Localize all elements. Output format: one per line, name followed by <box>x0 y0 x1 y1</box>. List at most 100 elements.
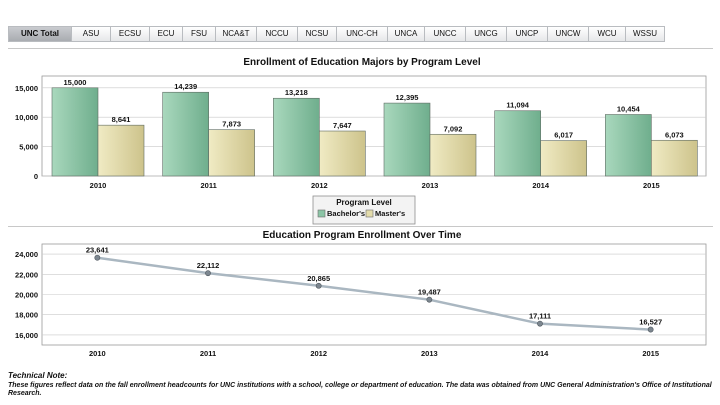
data-label-masters: 8,641 <box>112 115 131 124</box>
tab-unc-ch[interactable]: UNC-CH <box>336 26 388 42</box>
tab-label: NCA&T <box>222 29 250 38</box>
bar-y-tick-label: 10,000 <box>15 113 38 122</box>
bar-bachelors-2011 <box>162 91 209 177</box>
tab-label: UNCW <box>555 29 581 38</box>
tab-uncw[interactable]: UNCW <box>547 26 589 42</box>
data-label-masters: 7,873 <box>222 120 241 129</box>
tab-unc-total[interactable]: UNC Total <box>8 26 72 42</box>
line-y-tick-label: 20,000 <box>15 291 38 300</box>
bar-masters-2010 <box>97 124 145 177</box>
panel-divider <box>8 48 713 49</box>
data-label-bachelors: 13,218 <box>285 88 308 97</box>
bar-chart-legend: Program Level Bachelor's Master's <box>312 195 416 225</box>
line-x-tick-label: 2011 <box>200 349 216 358</box>
bar-masters-2013 <box>429 133 477 177</box>
line-x-tick-label: 2012 <box>310 349 327 358</box>
tab-label: FSU <box>191 29 207 38</box>
line-data-label: 20,865 <box>307 274 330 283</box>
line-point-2010 <box>94 254 101 261</box>
panel-divider <box>8 226 713 227</box>
tab-label: UNC-CH <box>346 29 378 38</box>
tab-label: NCSU <box>305 29 329 38</box>
bar-x-tick-label: 2011 <box>201 181 217 190</box>
tab-label: ECSU <box>118 29 142 38</box>
data-label-masters: 6,073 <box>665 130 684 139</box>
line-chart: Education Program Enrollment Over Time 1… <box>15 230 707 358</box>
bar-bachelors-2013 <box>383 102 431 177</box>
tab-uncc[interactable]: UNCC <box>424 26 466 42</box>
tab-label: UNCC <box>433 29 457 38</box>
tab-fsu[interactable]: FSU <box>182 26 216 42</box>
data-label-masters: 7,092 <box>444 124 463 133</box>
bar-bachelors-2015 <box>605 114 652 177</box>
tab-wssu[interactable]: WSSU <box>625 26 665 42</box>
line-series-path <box>97 256 651 331</box>
line-point-2012 <box>315 282 322 289</box>
bar-y-tick-label: 5,000 <box>19 143 38 152</box>
bar-masters-2012 <box>319 130 366 177</box>
tab-ecsu[interactable]: ECSU <box>110 26 150 42</box>
tab-label: UNC Total <box>20 29 60 38</box>
tab-uncg[interactable]: UNCG <box>465 26 507 42</box>
data-label-masters: 7,647 <box>333 121 352 130</box>
legend-label-masters: Master's <box>375 209 405 218</box>
tab-ncsu[interactable]: NCSU <box>297 26 337 42</box>
bar-chart: Enrollment of Education Majors by Progra… <box>15 57 707 225</box>
line-x-tick-label: 2014 <box>532 349 550 358</box>
line-x-tick-label: 2015 <box>642 349 659 358</box>
line-point-2015 <box>647 326 654 333</box>
bar-x-tick-label: 2014 <box>532 181 550 190</box>
data-label-bachelors: 11,094 <box>506 101 529 110</box>
legend-swatch-masters <box>365 209 374 218</box>
tab-label: UNCA <box>394 29 418 38</box>
institution-tab-bar: UNC Total ASU ECSU ECU FSU NCA&T NCCU NCSU UNC-C… <box>8 26 713 44</box>
bar-chart-title: Enrollment of Education Majors by Progra… <box>243 57 480 68</box>
bar-x-tick-label: 2012 <box>311 181 328 190</box>
bar-y-tick-label: 0 <box>34 172 38 181</box>
data-label-bachelors: 14,239 <box>174 82 197 91</box>
line-point-2013 <box>426 296 433 303</box>
tab-uncp[interactable]: UNCP <box>506 26 548 42</box>
tab-label: WSSU <box>633 29 657 38</box>
bar-bachelors-2012 <box>273 97 320 177</box>
line-point-2011 <box>205 270 211 277</box>
line-y-tick-label: 24,000 <box>15 250 38 259</box>
line-point-2014 <box>537 320 543 327</box>
tab-nccu[interactable]: NCCU <box>256 26 298 42</box>
tab-unca[interactable]: UNCA <box>387 26 425 42</box>
legend-swatch-bachelors <box>317 209 326 218</box>
bar-masters-2015 <box>651 139 698 177</box>
tab-label: NCCU <box>265 29 289 38</box>
bar-masters-2014 <box>540 140 587 177</box>
line-data-label: 22,112 <box>197 261 220 270</box>
bar-bachelors-2014 <box>494 110 541 177</box>
tab-asu[interactable]: ASU <box>71 26 111 42</box>
tab-label: UNCP <box>515 29 539 38</box>
line-data-label: 19,487 <box>418 288 441 297</box>
tab-label: WCU <box>597 29 617 38</box>
tab-label: ECU <box>157 29 175 38</box>
line-chart-title: Education Program Enrollment Over Time <box>263 230 462 241</box>
tab-wcu[interactable]: WCU <box>588 26 626 42</box>
bar-x-tick-label: 2013 <box>422 181 439 190</box>
legend-title: Program Level <box>336 198 392 207</box>
line-x-tick-label: 2010 <box>89 349 106 358</box>
line-y-tick-label: 22,000 <box>15 270 38 279</box>
line-y-tick-label: 18,000 <box>15 311 38 320</box>
technical-note-title: Technical Note: <box>8 371 68 380</box>
line-data-label: 23,641 <box>86 246 109 255</box>
legend-box <box>312 195 416 225</box>
line-data-label: 16,527 <box>639 318 662 327</box>
tab-nca-t[interactable]: NCA&T <box>215 26 257 42</box>
legend-label-bachelors: Bachelor's <box>327 209 365 218</box>
line-y-tick-label: 16,000 <box>15 331 38 340</box>
bar-masters-2011 <box>208 129 255 177</box>
tab-label: UNCG <box>474 29 498 38</box>
data-label-bachelors: 12,395 <box>396 93 419 102</box>
data-label-masters: 6,017 <box>554 131 573 140</box>
bar-x-tick-label: 2015 <box>643 181 660 190</box>
technical-note-body: These figures reflect data on the fall e… <box>8 382 712 397</box>
technical-note: Technical Note: These figures reflect da… <box>8 372 713 398</box>
data-label-bachelors: 10,454 <box>617 105 641 114</box>
tab-ecu[interactable]: ECU <box>149 26 183 42</box>
